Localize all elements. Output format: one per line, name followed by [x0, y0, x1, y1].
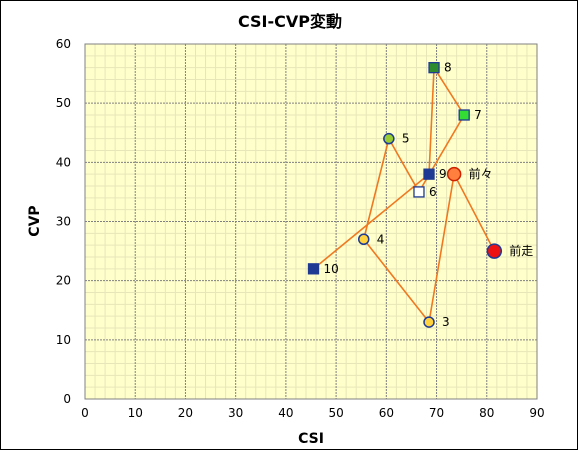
- data-point-label: 3: [442, 315, 450, 329]
- y-tick-label: 20: [56, 274, 71, 288]
- x-axis-ticks: 0 10 20 30 40 50 60 70 80 90: [81, 406, 544, 420]
- x-axis-title: CSI: [298, 431, 324, 447]
- data-point: [486, 243, 503, 259]
- x-tick-label: 80: [479, 406, 494, 420]
- data-point: [413, 186, 425, 198]
- data-point: [383, 132, 395, 145]
- x-tick-label: 60: [379, 406, 394, 420]
- y-tick-label: 0: [63, 392, 71, 406]
- y-axis-title: CVP: [27, 205, 43, 236]
- data-point: [423, 316, 435, 328]
- data-point: [307, 263, 320, 275]
- y-tick-label: 60: [56, 37, 71, 51]
- x-tick-label: 40: [278, 406, 293, 420]
- data-point: [428, 62, 440, 74]
- data-point-label: 8: [444, 61, 452, 75]
- y-axis-ticks: 0 10 20 30 40 50 60: [56, 37, 71, 406]
- data-point: [357, 233, 370, 245]
- data-point: [423, 168, 435, 180]
- y-tick-label: 30: [56, 215, 71, 229]
- x-tick-label: 50: [328, 406, 343, 420]
- data-point-label: 6: [429, 185, 437, 199]
- chart-title: CSI-CVP変動: [238, 12, 342, 31]
- x-tick-label: 70: [429, 406, 444, 420]
- data-point: [446, 166, 462, 182]
- data-point-label: 5: [402, 132, 410, 146]
- data-point-label: 前々: [469, 166, 493, 181]
- x-tick-label: 30: [228, 406, 243, 420]
- data-point-label: 前走: [509, 243, 533, 258]
- x-tick-label: 0: [81, 406, 89, 420]
- series-connector-line: [313, 65, 496, 324]
- data-point-label: 9: [439, 167, 447, 181]
- data-point-label: 10: [324, 262, 339, 276]
- x-tick-label: 20: [178, 406, 193, 420]
- y-tick-label: 50: [56, 96, 71, 110]
- y-tick-label: 10: [56, 333, 71, 347]
- data-point-label: 7: [474, 108, 482, 122]
- series-line: [313, 65, 496, 324]
- x-tick-label: 90: [529, 406, 544, 420]
- plot-border: [84, 43, 538, 400]
- x-tick-label: 10: [128, 406, 143, 420]
- data-point: [458, 109, 470, 121]
- major-grid: [85, 44, 537, 399]
- data-point-label: 4: [377, 232, 385, 246]
- y-tick-label: 40: [56, 155, 71, 169]
